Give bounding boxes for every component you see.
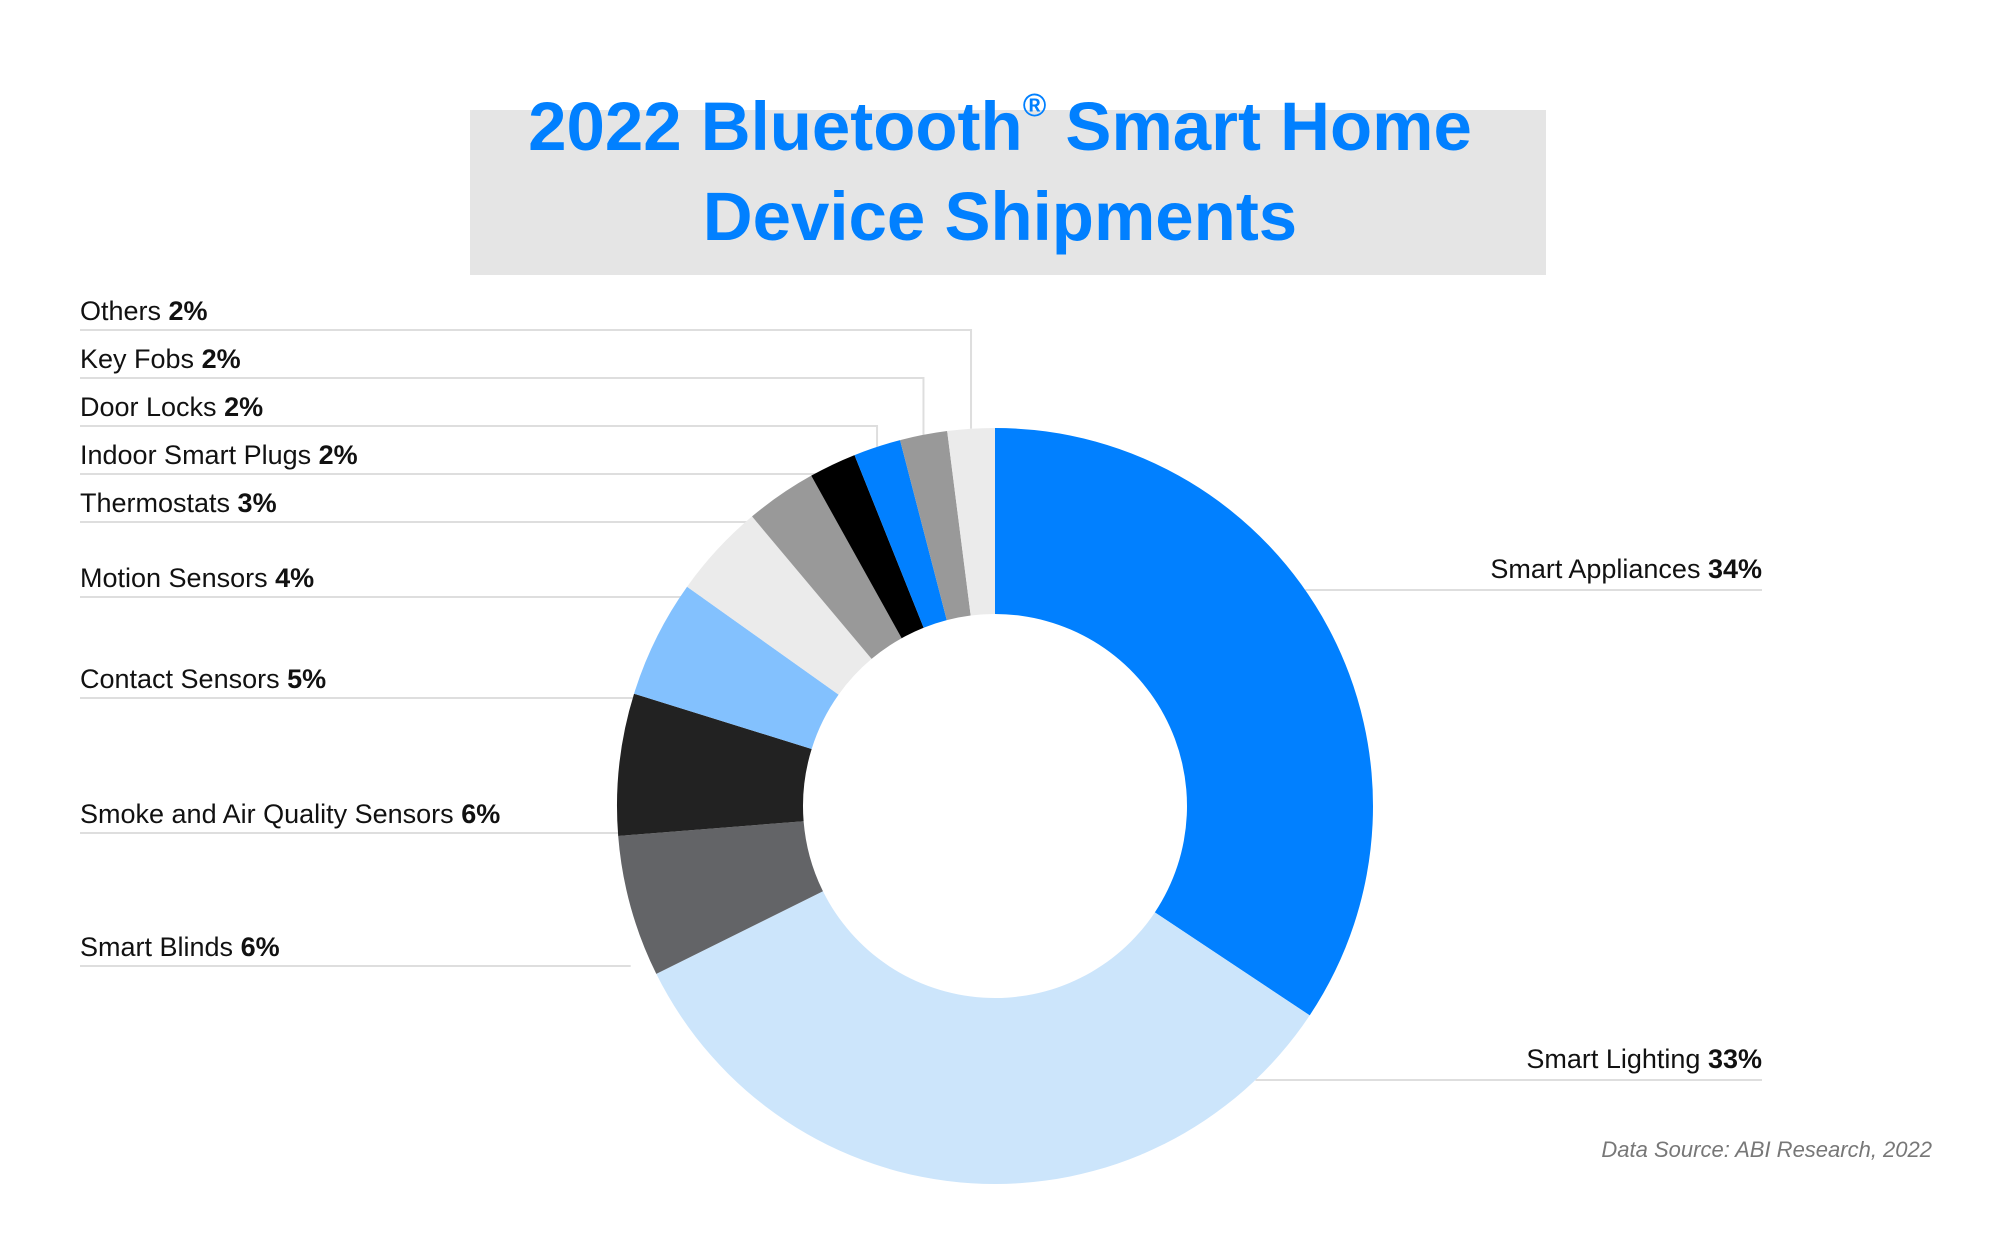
chart-title: 2022 Bluetooth® Smart Home Device Shipme… xyxy=(0,82,2000,262)
slice-thermostats xyxy=(752,475,902,659)
label-name: Smart Lighting xyxy=(1526,1044,1708,1074)
slice-contact-sensors xyxy=(634,586,839,749)
label-percent: 34% xyxy=(1708,554,1762,584)
label-name: Smart Appliances xyxy=(1490,554,1708,584)
slice-smart-blinds xyxy=(618,821,823,974)
slice-motion-sensors xyxy=(687,516,872,695)
label-motion-sensors: Motion Sensors 4% xyxy=(80,563,314,593)
label-name: Smart Blinds xyxy=(80,932,241,962)
label-smart-lighting: Smart Lighting 33% xyxy=(1526,1044,1762,1074)
data-source: Data Source: ABI Research, 2022 xyxy=(1601,1137,1932,1162)
label-percent: 6% xyxy=(241,932,280,962)
title-line-1: 2022 Bluetooth® Smart Home xyxy=(0,82,2000,172)
label-smoke-and-air-quality-sensors: Smoke and Air Quality Sensors 6% xyxy=(80,799,500,829)
label-percent: 5% xyxy=(287,664,326,694)
label-others: Others 2% xyxy=(80,296,208,326)
label-door-locks: Door Locks 2% xyxy=(80,392,263,422)
slice-door-locks xyxy=(854,440,947,628)
label-name: Contact Sensors xyxy=(80,664,287,694)
label-percent: 2% xyxy=(224,392,263,422)
slice-indoor-smart-plugs xyxy=(811,455,924,639)
label-indoor-smart-plugs: Indoor Smart Plugs 2% xyxy=(80,440,358,470)
label-name: Others xyxy=(80,296,169,326)
label-name: Thermostats xyxy=(80,488,238,518)
label-percent: 4% xyxy=(275,563,314,593)
title-background xyxy=(470,110,1546,275)
label-smart-blinds: Smart Blinds 6% xyxy=(80,932,280,962)
slice-smoke-and-air-quality-sensors xyxy=(616,693,812,836)
label-percent: 2% xyxy=(319,440,358,470)
title-text-part: 2022 Bluetooth xyxy=(528,88,1023,165)
label-percent: 33% xyxy=(1708,1044,1762,1074)
label-percent: 2% xyxy=(202,344,241,374)
label-percent: 2% xyxy=(169,296,208,326)
label-thermostats: Thermostats 3% xyxy=(80,488,277,518)
label-name: Key Fobs xyxy=(80,344,202,374)
label-name: Door Locks xyxy=(80,392,224,422)
label-percent: 6% xyxy=(461,799,500,829)
label-percent: 3% xyxy=(238,488,277,518)
title-line-2: Device Shipments xyxy=(702,178,1298,255)
label-key-fobs: Key Fobs 2% xyxy=(80,344,241,374)
label-smart-appliances: Smart Appliances 34% xyxy=(1490,554,1762,584)
leader-line-key-fobs xyxy=(80,377,925,435)
slice-smart-appliances xyxy=(995,428,1373,1016)
label-contact-sensors: Contact Sensors 5% xyxy=(80,664,326,694)
title-text-part: Smart Home xyxy=(1046,88,1472,165)
slice-others xyxy=(947,428,995,616)
leader-line-others xyxy=(80,329,973,429)
label-name: Motion Sensors xyxy=(80,563,275,593)
label-name: Indoor Smart Plugs xyxy=(80,440,319,470)
registered-mark: ® xyxy=(1022,87,1047,123)
leader-line-door-locks xyxy=(80,425,879,447)
slice-key-fobs xyxy=(900,431,971,621)
slice-smart-lighting xyxy=(656,891,1310,1184)
label-name: Smoke and Air Quality Sensors xyxy=(80,799,461,829)
